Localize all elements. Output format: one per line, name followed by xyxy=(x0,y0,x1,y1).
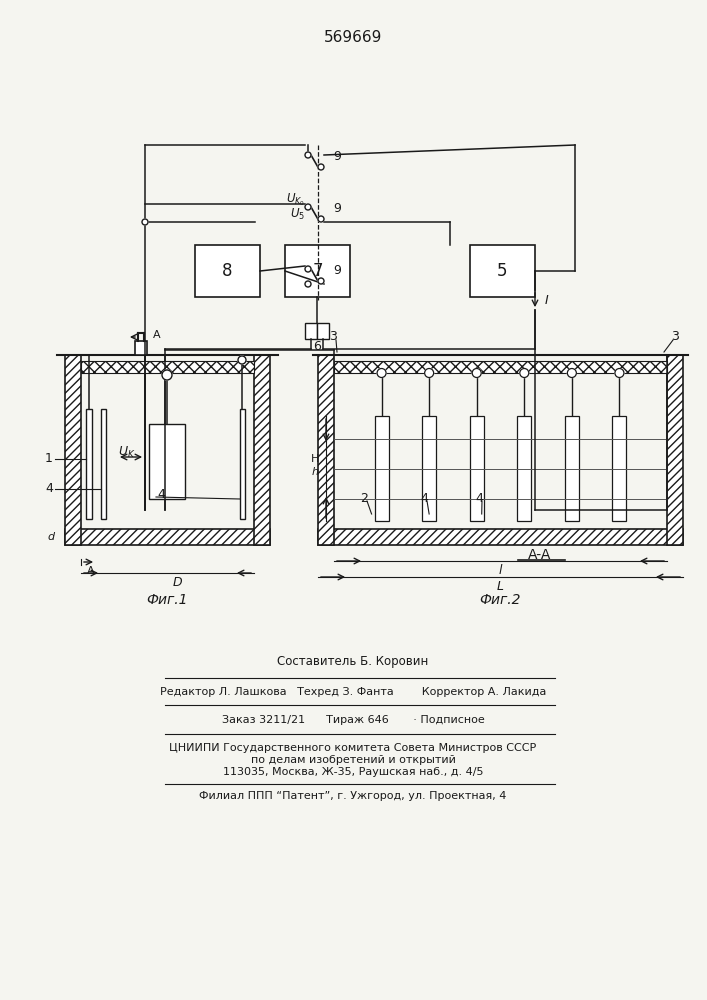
Text: 8: 8 xyxy=(222,262,233,280)
Text: Заказ 3211/21      Тираж 646       · Подписное: Заказ 3211/21 Тираж 646 · Подписное xyxy=(221,715,484,725)
Text: 4: 4 xyxy=(157,488,165,500)
Text: A: A xyxy=(153,330,160,340)
Text: 4: 4 xyxy=(45,483,53,495)
Text: 7: 7 xyxy=(312,262,323,280)
Circle shape xyxy=(472,368,481,377)
Bar xyxy=(469,416,484,521)
Bar xyxy=(612,416,626,521)
Circle shape xyxy=(142,219,148,225)
Text: 569669: 569669 xyxy=(324,29,382,44)
Text: 3: 3 xyxy=(671,330,679,344)
Bar xyxy=(254,355,270,545)
Text: Редактор Л. Лашкова   Техред З. Фанта        Корректор А. Лакида: Редактор Л. Лашкова Техред З. Фанта Корр… xyxy=(160,687,547,697)
Text: Фиг.2: Фиг.2 xyxy=(479,593,521,607)
Bar xyxy=(375,416,389,521)
Text: I: I xyxy=(545,294,549,306)
Circle shape xyxy=(305,281,311,287)
Bar xyxy=(667,355,683,545)
Circle shape xyxy=(520,368,529,377)
Text: по делам изобретений и открытий: по делам изобретений и открытий xyxy=(250,755,455,765)
Text: D: D xyxy=(173,576,182,589)
Bar xyxy=(334,361,667,373)
Text: 9: 9 xyxy=(333,202,341,216)
Text: $U_{K_0}$: $U_{K_0}$ xyxy=(286,192,305,208)
Circle shape xyxy=(305,152,311,158)
Text: 5: 5 xyxy=(497,262,508,280)
Text: Филиал ППП “Патент”, г. Ужгород, ул. Проектная, 4: Филиал ППП “Патент”, г. Ужгород, ул. Про… xyxy=(199,791,507,801)
Text: $U_5$: $U_5$ xyxy=(290,206,305,222)
Text: A: A xyxy=(87,566,95,576)
Bar xyxy=(135,341,147,355)
Text: 9: 9 xyxy=(333,150,341,163)
Bar xyxy=(195,245,260,297)
Text: $U_K$: $U_K$ xyxy=(118,444,136,460)
Text: Составитель Б. Коровин: Составитель Б. Коровин xyxy=(277,656,428,668)
Bar xyxy=(81,361,254,373)
Bar xyxy=(101,409,106,519)
Text: l: l xyxy=(498,564,502,578)
Text: ЦНИИПИ Государственного комитета Совета Министров СССР: ЦНИИПИ Государственного комитета Совета … xyxy=(170,743,537,753)
Circle shape xyxy=(238,356,246,364)
Text: A-A: A-A xyxy=(528,548,551,562)
Bar xyxy=(318,355,334,545)
Bar xyxy=(285,245,350,297)
Text: H: H xyxy=(310,454,319,464)
Circle shape xyxy=(305,204,311,210)
Bar xyxy=(65,529,270,545)
Circle shape xyxy=(425,368,433,377)
Circle shape xyxy=(318,164,324,170)
Bar xyxy=(240,409,245,519)
Circle shape xyxy=(318,278,324,284)
Bar xyxy=(305,323,317,339)
Bar xyxy=(149,424,185,499)
Circle shape xyxy=(318,216,324,222)
Circle shape xyxy=(567,368,576,377)
Bar xyxy=(317,323,329,339)
Bar xyxy=(565,416,579,521)
Text: h: h xyxy=(312,467,319,477)
Text: 9: 9 xyxy=(333,264,341,277)
Text: 113035, Москва, Ж-35, Раушская наб., д. 4/5: 113035, Москва, Ж-35, Раушская наб., д. … xyxy=(223,767,484,777)
Text: 4: 4 xyxy=(420,492,428,506)
Circle shape xyxy=(162,370,172,380)
Text: 3: 3 xyxy=(329,330,337,344)
Circle shape xyxy=(377,368,386,377)
Circle shape xyxy=(305,266,311,272)
Bar xyxy=(318,529,683,545)
Text: d: d xyxy=(48,532,55,542)
Bar xyxy=(65,355,81,545)
Text: Фиг.1: Фиг.1 xyxy=(146,593,188,607)
Text: L: L xyxy=(496,580,503,593)
Text: 6: 6 xyxy=(313,340,321,354)
Bar xyxy=(86,409,92,519)
Text: 1: 1 xyxy=(45,452,53,466)
Text: 4: 4 xyxy=(475,492,483,506)
Bar xyxy=(518,416,531,521)
Bar xyxy=(470,245,535,297)
Bar xyxy=(422,416,436,521)
Circle shape xyxy=(615,368,624,377)
Text: 2: 2 xyxy=(360,492,368,506)
